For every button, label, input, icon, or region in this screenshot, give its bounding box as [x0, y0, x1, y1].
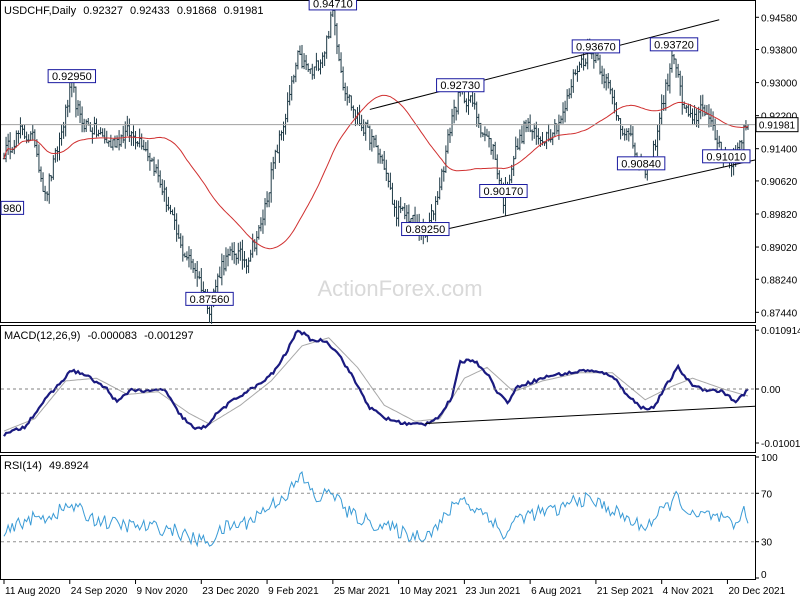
ohlc-open: 0.92327 [83, 5, 123, 17]
time-axis-label: 9 Nov 2020 [137, 586, 189, 597]
time-axis-label: 20 Dec 2021 [728, 586, 785, 597]
watermark-text: ActionForex.com [317, 276, 482, 301]
price-annotation-label: 0.90840 [621, 158, 661, 170]
price-annotation-label: 980 [3, 203, 21, 215]
macd-axis-label: -0.010019 [761, 439, 800, 450]
macd-label: MACD(12,26,9) -0.000083 -0.001297 [4, 330, 194, 342]
rsi-name: RSI(14) [4, 460, 42, 472]
rsi-axis-label: 0 [761, 570, 767, 581]
price-axis-label: 0.91400 [761, 145, 798, 156]
rsi-axis-label: 100 [761, 453, 778, 464]
price-annotation-label: 0.93720 [654, 39, 694, 51]
rsi-axis-label: 70 [761, 489, 773, 500]
price-axis-label: 0.88240 [761, 275, 798, 286]
price-axis-label: 0.93800 [761, 46, 798, 57]
macd-axis-label: 0.00 [761, 385, 781, 396]
time-axis-label: 23 Jun 2021 [465, 586, 520, 597]
rsi-axis-label: 30 [761, 538, 773, 549]
price-axis-label: 0.90620 [761, 177, 798, 188]
price-axis-label: 0.89020 [761, 243, 798, 254]
ohlc-low: 0.91868 [177, 5, 217, 17]
price-axis-label: 0.87440 [761, 308, 798, 319]
time-axis-label: 11 Aug 2020 [5, 586, 61, 597]
time-axis-label: 4 Nov 2021 [663, 586, 715, 597]
price-axis-label: 0.94580 [761, 13, 798, 24]
symbol-name: USDCHF,Daily [4, 5, 77, 17]
macd-axis-label: 0.010914 [761, 326, 800, 337]
current-price-label: 0.91981 [759, 121, 796, 132]
time-axis-label: 6 Aug 2021 [531, 586, 582, 597]
price-annotation-label: 0.92950 [52, 71, 92, 83]
price-annotation-label: 0.94710 [313, 0, 353, 10]
time-axis-label: 25 Mar 2021 [334, 586, 391, 597]
ohlc-high: 0.92433 [130, 5, 170, 17]
time-axis-label: 21 Sep 2021 [597, 586, 654, 597]
ohlc-close: 0.91981 [224, 5, 264, 17]
price-annotation-label: 0.91010 [706, 151, 746, 163]
macd-signal-value: -0.001297 [144, 330, 194, 342]
time-axis-label: 24 Sep 2020 [71, 586, 128, 597]
macd-name: MACD(12,26,9) [4, 330, 80, 342]
price-axis-label: 0.89820 [761, 210, 798, 221]
time-axis-label: 10 May 2021 [400, 586, 458, 597]
macd-value: -0.000083 [87, 330, 137, 342]
price-annotation-label: 0.87560 [190, 294, 230, 306]
price-annotation-label: 0.92730 [440, 80, 480, 92]
price-annotation-label: 0.90170 [484, 186, 524, 198]
symbol-label: USDCHF,Daily 0.92327 0.92433 0.91868 0.9… [4, 5, 263, 17]
time-axis-label: 9 Feb 2021 [268, 586, 319, 597]
price-annotation-label: 0.93670 [576, 41, 616, 53]
rsi-value: 49.8924 [49, 460, 89, 472]
price-axis-label: 0.93000 [761, 79, 798, 90]
time-axis-label: 23 Dec 2020 [202, 586, 259, 597]
price-annotation-label: 0.89250 [405, 224, 445, 236]
